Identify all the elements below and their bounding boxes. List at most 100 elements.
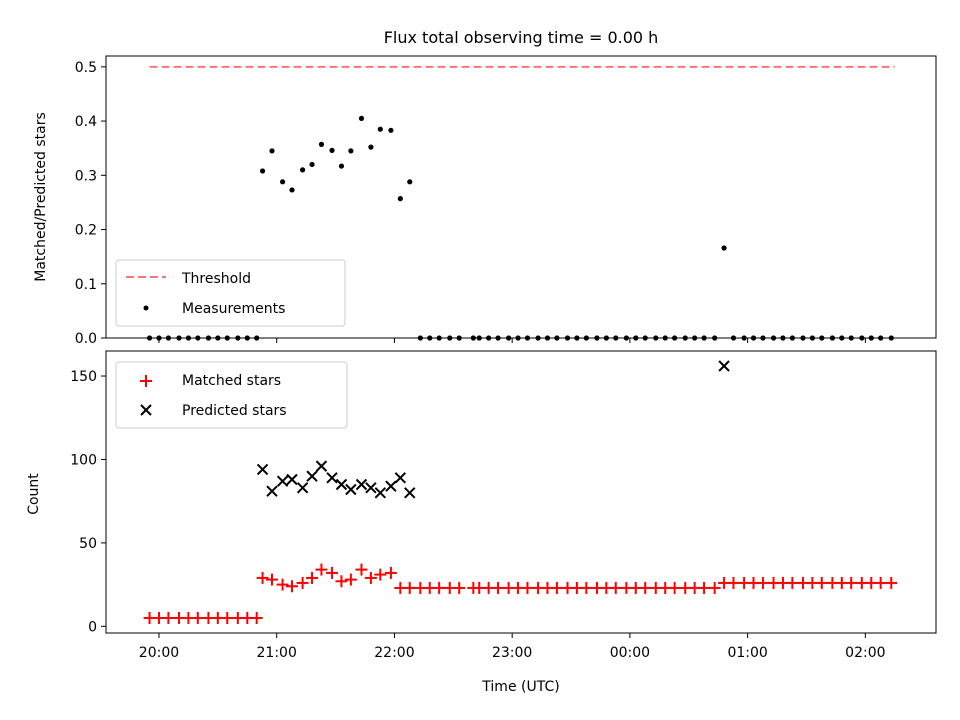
bottom-legend: Matched stars Predicted stars [115,361,348,429]
y-tick-label: 0.3 [75,168,97,184]
predicted-star-point [266,485,278,497]
predicted-star-point [374,487,387,499]
matched-star-point [335,575,348,588]
top-axes-frame [105,55,937,339]
threshold-legend-label: Threshold [181,271,251,287]
x-tick-label: 22:00 [374,645,414,661]
matched-ratio-panel: Flux total observing time = 0.00 h 0.00.… [33,28,937,347]
y-tick-label: 0.2 [75,223,97,239]
predicted-star-point [296,482,309,494]
measurements-legend-swatch [143,305,149,311]
matched-star-point [609,581,622,594]
measurement-points [146,115,894,341]
matched-star-point [885,576,898,589]
y-tick-label: 0.4 [75,114,97,130]
matched-star-point [453,581,466,594]
measurement-point [309,161,315,168]
y-tick-label: 0.5 [75,60,97,76]
measurement-point [300,167,306,173]
bottom-axes-frame [105,350,937,634]
measurement-point [269,148,275,154]
matched-star-point [162,611,175,624]
predicted-star-point [286,473,298,486]
matched-star-point [698,581,711,594]
matched-star-point [256,571,269,584]
top-y-ticks: 0.0 0.1 0.2 0.3 0.4 0.5 [75,60,106,347]
predicted-star-point [365,482,377,494]
matched-star-point [374,568,387,581]
predicted-star-point [276,475,289,487]
matched-legend-label: Matched stars [182,373,281,389]
matched-star-point [668,581,681,594]
matched-star-point [276,578,289,591]
y-tick-label: 100 [70,452,97,468]
bottom-y-axis-label: Count [26,473,42,515]
matched-star-point [296,576,309,589]
measurement-point [259,168,266,174]
measurement-point [377,126,383,132]
predicted-star-point [345,483,357,496]
matched-star-point [355,563,368,576]
x-tick-label: 23:00 [492,645,532,661]
x-tick-label: 21:00 [257,645,297,661]
matched-star-point [639,581,652,594]
matched-star-point [845,576,858,589]
matched-star-point [403,581,416,594]
y-tick-label: 0.0 [75,331,97,347]
matched-star-point [221,611,234,624]
measurement-point [279,179,286,185]
predicted-star-point [394,472,407,484]
predicted-legend-label: Predicted stars [182,403,287,419]
matched-star-point [786,576,799,589]
matched-star-point [550,581,563,594]
matched-star-point [384,566,397,579]
measurement-point [338,163,345,169]
predicted-star-point [355,478,368,491]
top-y-axis-label: Matched/Predicted stars [33,112,49,282]
matched-star-point [727,576,740,589]
measurement-point [329,147,335,153]
matched-star-point [492,581,505,594]
bottom-x-ticks: 20:00 21:00 22:00 23:00 00:00 01:00 02:00 [139,633,886,661]
y-tick-label: 0.1 [75,277,97,293]
predicted-star-point [404,487,416,499]
measurement-point [358,115,365,121]
predicted-star-point [718,360,730,372]
x-tick-label: 02:00 [845,645,885,661]
x-tick-label: 20:00 [139,645,179,661]
measurement-point [407,179,413,185]
predicted-star-point [256,463,269,476]
measurement-point [397,196,403,202]
matched-star-point [521,581,534,594]
matched-star-point [364,571,377,584]
measurement-point [318,141,325,147]
measurements-legend-label: Measurements [182,301,285,317]
x-tick-label: 00:00 [610,645,650,661]
matched-star-point [250,611,263,624]
top-legend: Threshold Measurements [115,259,346,327]
matched-star-point [580,581,593,594]
predicted-star-point [335,478,348,491]
y-tick-label: 50 [79,536,97,552]
predicted-star-point [326,472,338,484]
bottom-y-ticks: 0 50 100 150 [70,369,106,635]
predicted-star-point [315,460,328,472]
matched-star-point [874,576,887,589]
matched-star-point [315,563,328,576]
matched-star-point [326,566,339,579]
matched-star-point [286,580,299,593]
count-points [143,360,898,624]
predicted-legend-swatch [140,404,152,416]
matched-star-point [756,576,769,589]
matched-star-point [191,611,204,624]
x-axis-label: Time (UTC) [481,679,559,695]
matched-legend-swatch [140,375,152,387]
measurement-point [348,148,354,154]
measurement-point [289,187,295,193]
matched-star-point [266,573,278,586]
matched-star-point [344,573,357,586]
measurement-point [388,127,394,133]
chart-title: Flux total observing time = 0.00 h [384,28,659,47]
matched-star-point [708,581,721,594]
